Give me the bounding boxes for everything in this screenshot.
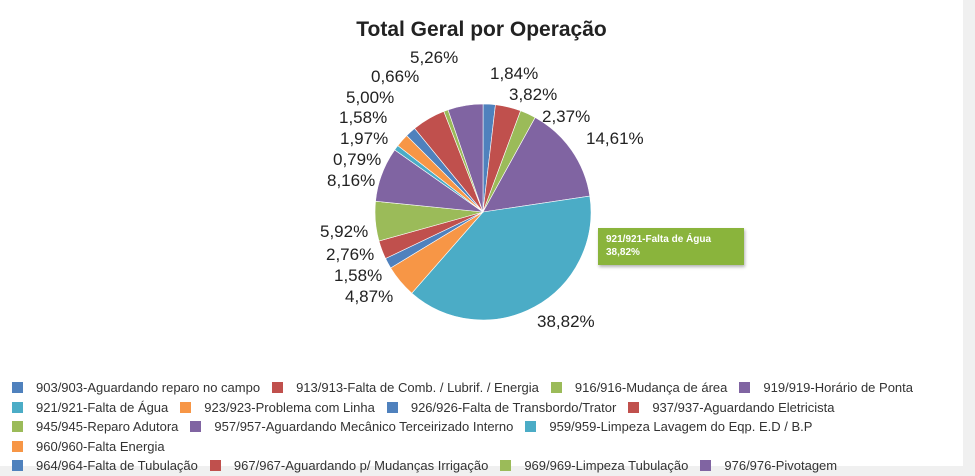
legend-swatch <box>190 421 202 432</box>
data-label: 5,92% <box>320 222 369 241</box>
legend-swatch <box>12 421 23 432</box>
legend-item[interactable]: 926/926-Falta de Transbordo/Trator <box>386 398 617 418</box>
legend-item[interactable]: 923/923-Problema com Linha <box>180 398 375 418</box>
legend-swatch <box>550 382 562 393</box>
data-label: 1,58% <box>339 108 388 127</box>
chart-title: Total Geral por Operação <box>356 18 607 41</box>
legend-label: 926/926-Falta de Transbordo/Trator <box>410 399 617 415</box>
legend-swatch <box>12 401 23 413</box>
legend-item[interactable]: 967/967-Aguardando p/ Mudanças Irrigação <box>209 456 489 476</box>
tooltip-value: 38,82% <box>606 247 640 258</box>
pie-slice[interactable] <box>447 103 484 213</box>
legend-swatch <box>700 460 712 471</box>
legend-swatch <box>12 440 23 452</box>
data-label: 8,16% <box>327 171 376 190</box>
legend-label: 945/945-Reparo Adutora <box>36 419 179 434</box>
legend-swatch <box>209 460 221 471</box>
legend-item[interactable]: 937/937-Aguardando Eletricista <box>628 398 834 418</box>
legend-label: 967/967-Aguardando p/ Mudanças Irrigação <box>233 458 489 473</box>
legend-label: 919/919-Horário de Ponta <box>763 380 913 395</box>
legend-item[interactable]: 913/913-Falta de Comb. / Lubrif. / Energ… <box>272 378 539 398</box>
legend-item[interactable]: 964/964-Falta de Tubulação <box>12 456 198 476</box>
legend-swatch <box>12 382 23 393</box>
legend-label: 960/960-Falta Energia <box>36 438 165 454</box>
data-label: 3,82% <box>509 85 558 104</box>
legend-item[interactable]: 959/959-Limpeza Lavagem do Eqp. E.D / B.… <box>525 417 812 437</box>
legend-swatch <box>12 460 23 471</box>
data-label: 1,84% <box>490 64 539 83</box>
legend-label: 964/964-Falta de Tubulação <box>36 458 198 473</box>
legend-item[interactable]: 903/903-Aguardando reparo no campo <box>12 378 260 398</box>
legend-item[interactable]: 976/976-Pivotagem <box>700 456 837 476</box>
legend-swatch <box>272 382 284 393</box>
legend-item[interactable]: 921/921-Falta de Água <box>12 398 168 418</box>
data-label: 4,87% <box>345 287 394 306</box>
legend-item[interactable]: 919/919-Horário de Ponta <box>739 378 913 398</box>
data-label: 5,26% <box>410 48 459 67</box>
data-label: 5,00% <box>346 88 395 107</box>
data-label: 0,66% <box>371 67 420 86</box>
legend-swatch <box>180 401 192 413</box>
legend-swatch <box>739 382 751 393</box>
legend-label: 903/903-Aguardando reparo no campo <box>36 380 261 395</box>
data-label: 14,61% <box>586 129 644 148</box>
data-label: 1,97% <box>340 129 389 148</box>
legend-item[interactable]: 957/957-Aguardando Mecânico Terceirizado… <box>190 417 513 437</box>
data-label: 1,58% <box>334 266 383 285</box>
legend-label: 923/923-Problema com Linha <box>204 399 375 415</box>
legend-label: 959/959-Limpeza Lavagem do Eqp. E.D / B.… <box>549 419 813 434</box>
pie-slice[interactable] <box>482 117 591 213</box>
legend-swatch <box>500 460 512 471</box>
legend-label: 969/969-Limpeza Tubulação <box>524 458 689 473</box>
legend-label: 937/937-Aguardando Eletricista <box>652 399 835 415</box>
legend-item[interactable]: 945/945-Reparo Adutora <box>12 417 178 437</box>
legend-item[interactable]: 969/969-Limpeza Tubulação <box>500 456 688 476</box>
legend-label: 921/921-Falta de Água <box>36 399 169 415</box>
legend-swatch <box>628 401 640 413</box>
legend-label: 913/913-Falta de Comb. / Lubrif. / Energ… <box>296 380 539 395</box>
data-label: 0,79% <box>333 150 382 169</box>
legend: 903/903-Aguardando reparo no campo 913/91… <box>12 378 967 476</box>
legend-swatch <box>525 421 537 432</box>
legend-label: 916/916-Mudança de área <box>574 380 728 395</box>
data-label: 2,37% <box>542 107 591 126</box>
data-label: 38,82% <box>537 312 595 331</box>
tooltip-title: 921/921-Falta de Água <box>606 234 712 245</box>
legend-label: 976/976-Pivotagem <box>724 458 838 473</box>
data-label: 2,76% <box>326 245 375 264</box>
legend-swatch <box>386 401 398 413</box>
pie-slice[interactable] <box>411 195 592 321</box>
legend-label: 957/957-Aguardando Mecânico Terceirizado… <box>214 419 514 434</box>
legend-item[interactable]: 916/916-Mudança de área <box>550 378 728 398</box>
legend-item[interactable]: 960/960-Falta Energia <box>12 437 165 457</box>
tooltip: 921/921-Falta de Água 38,82% <box>598 228 744 265</box>
